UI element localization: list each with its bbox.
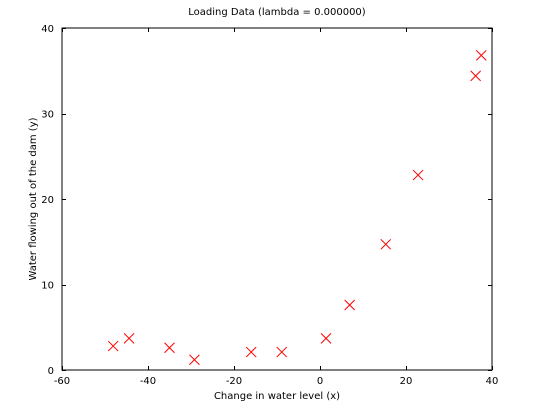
x-tick-label: -60 bbox=[54, 376, 70, 387]
data-point bbox=[413, 170, 423, 180]
data-point bbox=[108, 341, 118, 351]
data-point bbox=[476, 50, 486, 60]
plot-frame bbox=[62, 28, 492, 370]
data-point bbox=[246, 347, 256, 357]
data-point bbox=[277, 347, 287, 357]
data-point bbox=[471, 71, 481, 81]
x-tick-label: -20 bbox=[226, 376, 242, 387]
data-point bbox=[124, 333, 134, 343]
y-tick-label: 20 bbox=[41, 195, 54, 206]
data-point bbox=[381, 239, 391, 249]
chart-title: Loading Data (lambda = 0.000000) bbox=[188, 7, 366, 18]
y-tick-label: 40 bbox=[41, 24, 54, 35]
y-tick-label: 0 bbox=[48, 366, 54, 377]
axis-ticks: -60 -40 -20 0 20 40 0 10 20 30 40 bbox=[41, 24, 498, 387]
data-point bbox=[189, 355, 199, 365]
y-tick-label: 10 bbox=[41, 281, 54, 292]
data-point bbox=[165, 343, 175, 353]
x-tick-label: 40 bbox=[486, 376, 499, 387]
y-tick-label: 30 bbox=[41, 110, 54, 121]
data-point bbox=[345, 300, 355, 310]
y-axis-label: Water flowing out of the dam (y) bbox=[28, 117, 39, 280]
x-tick-label: 0 bbox=[317, 376, 323, 387]
x-tick-label: 20 bbox=[400, 376, 413, 387]
x-axis-label: Change in water level (x) bbox=[214, 391, 340, 402]
data-points bbox=[108, 50, 486, 364]
data-point bbox=[321, 333, 331, 343]
x-tick-label: -40 bbox=[140, 376, 156, 387]
plot-area bbox=[62, 28, 492, 370]
